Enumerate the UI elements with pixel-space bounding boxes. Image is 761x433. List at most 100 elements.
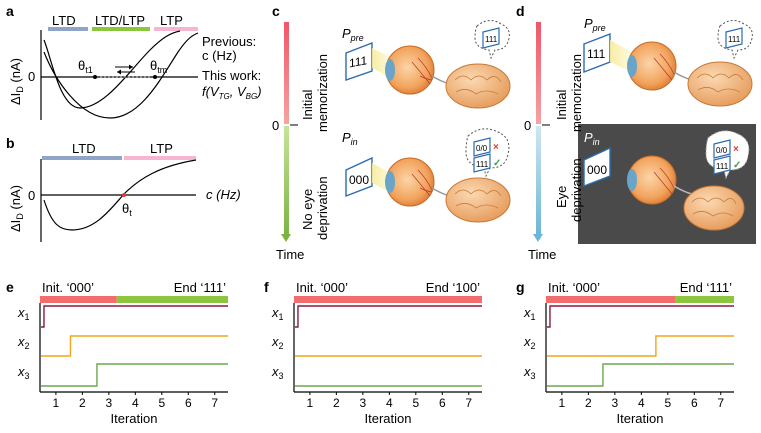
- tick-label-g-1: 1: [559, 396, 566, 410]
- theta-tm-point: [153, 75, 157, 79]
- row-label-g-x3: x3: [523, 364, 536, 381]
- brain-folds-d-bot: [691, 197, 737, 217]
- timeline-d-blue: [536, 126, 541, 236]
- xlabel-f: Iteration: [365, 411, 412, 426]
- curve-b: [43, 159, 197, 231]
- previous-unit: c (Hz): [202, 48, 237, 63]
- tick-label-g-2: 2: [585, 396, 592, 410]
- panel-d: d 0 Time Initial memorization Eye depriv…: [516, 3, 756, 262]
- tick-label-f-7: 7: [465, 396, 472, 410]
- time-c: Time: [276, 247, 304, 262]
- pattern-card-d-bot: [583, 146, 611, 188]
- tick-label-g-5: 5: [664, 396, 671, 410]
- init-label-f: Init. ‘000’: [296, 280, 348, 295]
- pattern-card-c-top: [345, 41, 373, 81]
- xlabel-e: Iteration: [111, 411, 158, 426]
- row-label-e-x1: x1: [17, 305, 30, 322]
- init-label-g: Init. ‘000’: [548, 280, 600, 295]
- panel-label-c: c: [272, 3, 280, 19]
- tick-label-f-5: 5: [412, 396, 419, 410]
- brain-icon-c-top: [445, 63, 511, 109]
- brain-icon-c-bot: [445, 177, 511, 223]
- svg-text:ΔID (nA): ΔID (nA): [8, 185, 25, 232]
- timeline-c-arrow: [281, 234, 291, 242]
- bubble-card-c-top: [482, 27, 500, 49]
- bubble-card-d-top: [725, 27, 743, 49]
- eye-lens-c-top: [385, 59, 395, 81]
- eye-lens-c-bot: [385, 171, 395, 193]
- bubble-card-d-a: [713, 139, 731, 159]
- svg-text:ΔID (nA): ΔID (nA): [8, 58, 25, 105]
- panel-label-g: g: [516, 279, 525, 295]
- tick-label-e-6: 6: [185, 396, 192, 410]
- right-mark-d: ✓: [733, 160, 741, 171]
- trace-f-x1: [295, 305, 482, 328]
- eye-vessels-c-top: [411, 57, 433, 85]
- init-bar-g: [546, 296, 676, 303]
- wrong-mark-d: ×: [733, 144, 739, 155]
- panel-c: c 0 Time Initial memorization No eye dep…: [272, 3, 511, 262]
- tick-label-f-1: 1: [307, 396, 314, 410]
- svg-text:No eye: No eye: [300, 189, 315, 230]
- p-in-d: Pin: [584, 130, 600, 147]
- trace-e-x3: [41, 363, 228, 387]
- label-d-initial: Initial memorization: [554, 54, 584, 132]
- end-label-f: End ‘100’: [426, 280, 480, 295]
- tick-label-e-7: 7: [211, 396, 218, 410]
- xlabel-b: c (Hz): [206, 187, 241, 202]
- init-bar-e: [40, 296, 117, 303]
- right-mark-c: ✓: [493, 158, 501, 169]
- label-c-noeye: No eye deprivation: [300, 176, 330, 240]
- svg-text:deprivation: deprivation: [569, 158, 584, 222]
- end-bar-g: [675, 296, 734, 303]
- timeline-c-green: [284, 126, 289, 236]
- p-pre-d: Ppre: [584, 16, 606, 33]
- tick-label-e-5: 5: [158, 396, 165, 410]
- ylabel-a-sub: D: [15, 86, 25, 93]
- panel-label-a: a: [6, 3, 14, 19]
- band-label-ltd-b: LTD: [72, 141, 96, 156]
- this-work-label: This work:: [202, 68, 261, 83]
- pattern-text-d-top: 111: [587, 47, 606, 61]
- tick-label-f-3: 3: [360, 396, 367, 410]
- panel-a: a LTD LTD/LTP LTP 0 ΔID (nA) θt1 θtm Pre…: [6, 3, 262, 120]
- pattern-card-c-bot: [345, 156, 373, 198]
- panel-b: b LTD LTP 0 ΔID (nA) θt c (Hz): [6, 135, 241, 242]
- panel-label-f: f: [264, 279, 269, 295]
- row-label-f-x3: x3: [271, 364, 284, 381]
- brain-folds-d-top: [696, 73, 744, 93]
- zero-c: 0: [272, 118, 279, 133]
- svg-text:deprivation: deprivation: [315, 176, 330, 240]
- bubble-text-c-b: 111: [476, 160, 489, 169]
- zero-a: 0: [28, 69, 35, 84]
- brain-icon-d-bot: [683, 185, 745, 231]
- bubble-card-d-b: [713, 155, 731, 175]
- shift-arrows: [115, 64, 135, 75]
- curve-a-left: [43, 30, 181, 109]
- svg-text:memorization: memorization: [315, 54, 330, 132]
- brain-folds-c-top: [454, 75, 502, 95]
- time-d: Time: [528, 247, 556, 262]
- bubble-text-c-a: 0/0: [476, 144, 488, 153]
- theta-t1-label: θt1: [78, 58, 93, 75]
- row-label-e-x2: x2: [17, 334, 30, 351]
- previous-label: Previous:: [202, 34, 256, 49]
- zero-b: 0: [28, 188, 35, 203]
- eye-vessels-d-bot: [653, 167, 675, 195]
- ylabel-a-main: ΔI: [8, 93, 23, 105]
- panel-label-b: b: [6, 135, 15, 151]
- tick-label-g-7: 7: [717, 396, 724, 410]
- eye-vessels-c-bot: [411, 169, 433, 197]
- eye-lens-d-bot: [627, 169, 637, 191]
- tick-label-f-2: 2: [333, 396, 340, 410]
- pattern-text-c-bot: 000: [349, 173, 369, 187]
- ylabel-b: ΔID (nA): [8, 185, 25, 232]
- timeline-c-red: [284, 22, 289, 124]
- panel-g: Init. ‘000’ End ‘111’ 1 2 3 4 5 6 7 Iteration x1 x2…: [523, 280, 734, 426]
- end-label-g: End ‘111’: [680, 280, 732, 295]
- bubble-card-c-a: [473, 137, 491, 157]
- this-work-function: f(VTG, VBG): [202, 84, 262, 101]
- svg-text:Eye: Eye: [554, 186, 569, 208]
- tick-label-g-3: 3: [612, 396, 619, 410]
